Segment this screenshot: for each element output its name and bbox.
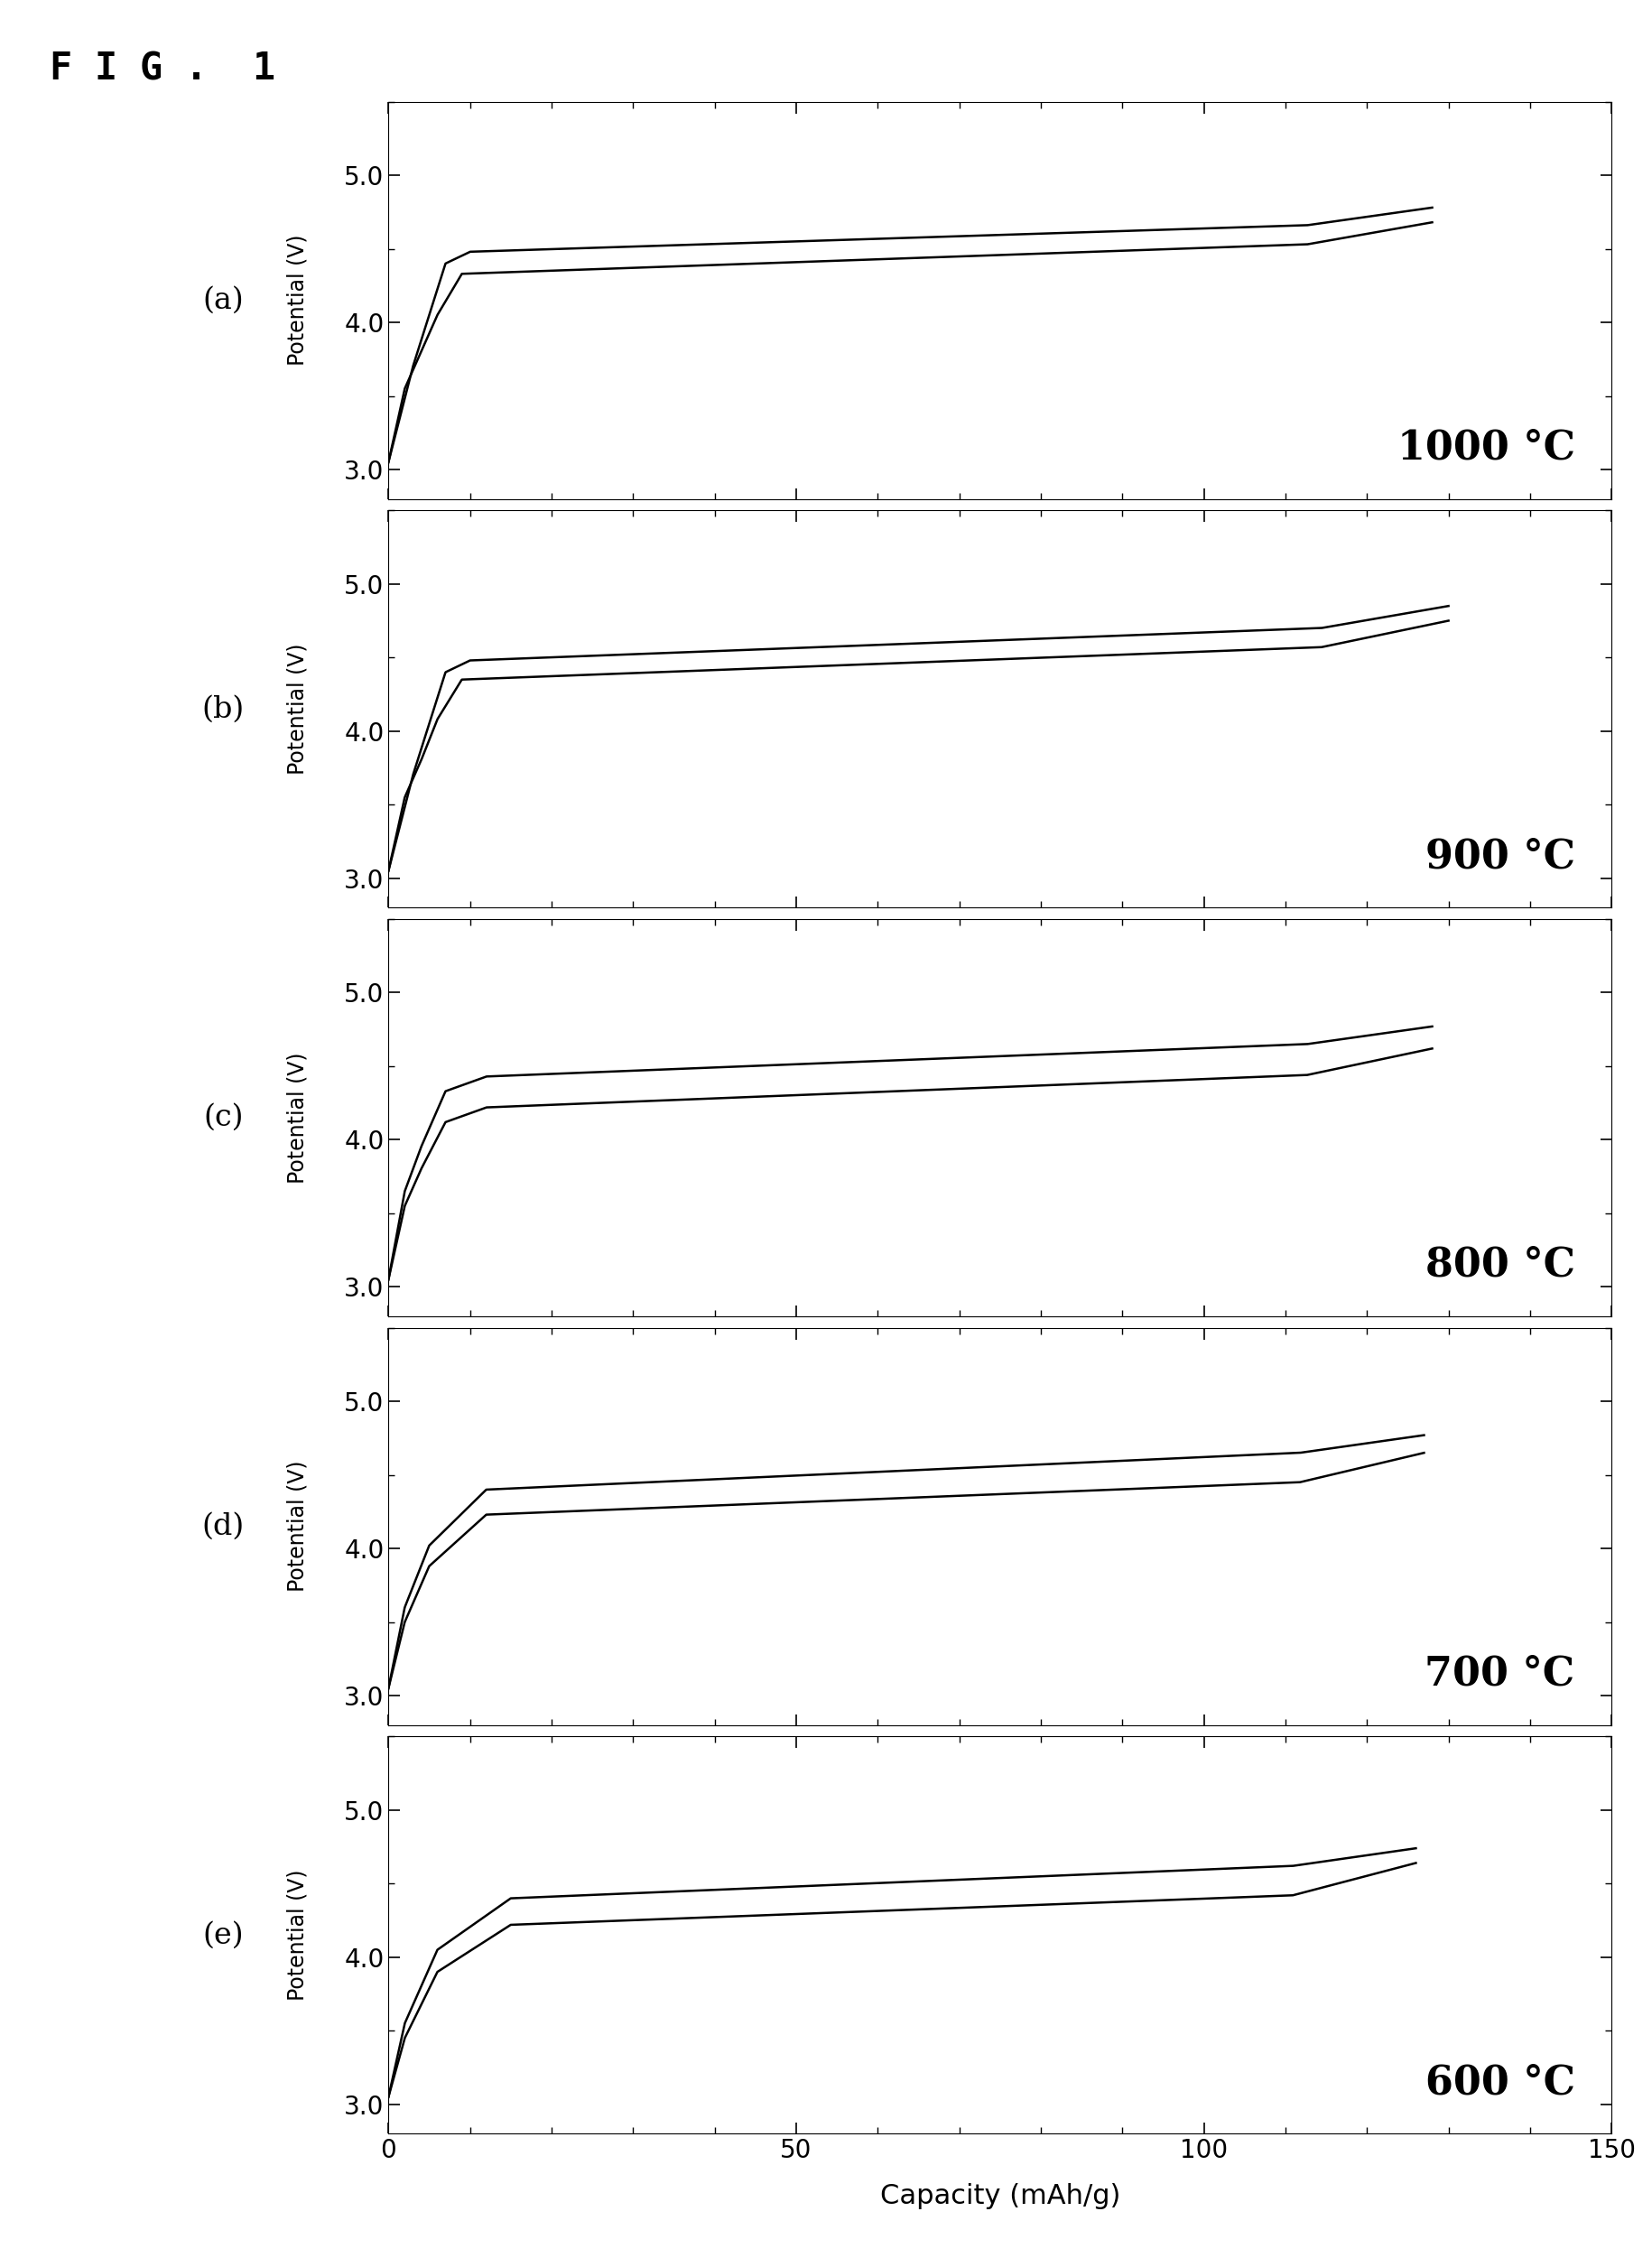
Text: (d): (d) [202,1513,244,1540]
Text: 600 °C: 600 °C [1424,2064,1574,2102]
Text: (a): (a) [203,287,243,314]
Text: 700 °C: 700 °C [1424,1655,1574,1694]
Text: 800 °C: 800 °C [1424,1246,1574,1285]
Text: (b): (b) [202,695,244,723]
Text: F I G .  1: F I G . 1 [50,50,276,88]
Text: Potential (V): Potential (V) [286,235,309,366]
Text: Capacity (mAh/g): Capacity (mAh/g) [879,2183,1120,2211]
Text: Potential (V): Potential (V) [286,1870,309,2001]
Text: Potential (V): Potential (V) [286,1052,309,1183]
Text: (c): (c) [203,1104,243,1131]
Text: 900 °C: 900 °C [1424,838,1574,876]
Text: 1000 °C: 1000 °C [1396,429,1574,467]
Text: (e): (e) [203,1922,243,1949]
Text: Potential (V): Potential (V) [286,1461,309,1592]
Text: Potential (V): Potential (V) [286,644,309,774]
